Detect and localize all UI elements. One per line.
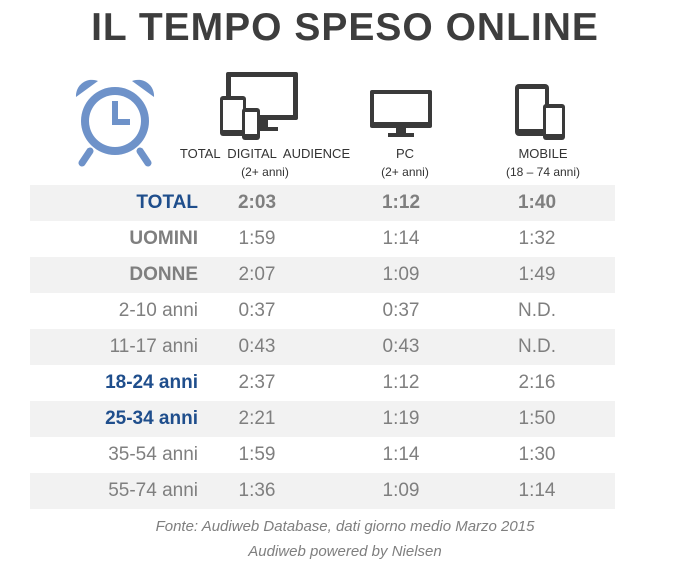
column-header-label: MOBILE [518, 146, 568, 161]
table-row-uomini: UOMINI 1:59 1:14 1:32 [30, 221, 615, 257]
row-label: 55-74 anni [108, 480, 198, 501]
cell-pc: 1:09 [382, 264, 420, 285]
table-row-55-74: 55-74 anni 1:36 1:09 1:14 [30, 473, 615, 509]
row-label: DONNE [129, 264, 198, 285]
cell-total-digital: 2:03 [237, 192, 277, 213]
source-note: Fonte: Audiweb Database, dati giorno med… [155, 518, 535, 535]
cell-mobile: 1:49 [518, 264, 556, 285]
page-title: IL TEMPO SPESO ONLINE [91, 6, 599, 49]
row-label: 18-24 anni [105, 372, 198, 393]
cell-mobile: 2:16 [518, 372, 556, 393]
cell-total-digital: 1:59 [238, 228, 276, 249]
cell-total-digital: 2:37 [238, 372, 276, 393]
cell-total-digital: 2:07 [238, 264, 276, 285]
row-label: 11-17 anni [109, 336, 198, 357]
column-header-sub: (2+ anni) [381, 165, 429, 179]
alarm-clock-icon [75, 79, 155, 167]
row-label: 2-10 anni [118, 300, 198, 321]
row-label: TOTAL [136, 192, 198, 213]
row-label: 35-54 anni [108, 444, 198, 465]
column-header-sub: (18 – 74 anni) [505, 165, 581, 179]
column-header-mobile: MOBILE (18 – 74 anni) [488, 145, 598, 181]
tablet-phone-icon [515, 84, 565, 140]
column-header-label: TOTAL DIGITAL AUDIENCE [179, 146, 351, 161]
column-header-pc: PC (2+ anni) [355, 145, 455, 181]
column-header-total-digital: TOTAL DIGITAL AUDIENCE (2+ anni) [170, 145, 360, 181]
cell-mobile: 1:30 [518, 444, 556, 465]
cell-pc: 1:14 [382, 228, 420, 249]
column-header-label: PC [395, 146, 415, 161]
table-row-donne: DONNE 2:07 1:09 1:49 [30, 257, 615, 293]
cell-mobile: N.D. [518, 300, 556, 321]
row-label: UOMINI [129, 228, 198, 249]
table-row-25-34: 25-34 anni 2:21 1:19 1:50 [30, 401, 615, 437]
column-header-sub: (2+ anni) [241, 165, 289, 179]
multi-device-icon [220, 72, 298, 140]
cell-pc: 0:37 [382, 300, 420, 321]
cell-pc: 1:14 [382, 444, 420, 465]
table-row-11-17: 11-17 anni 0:43 0:43 N.D. [30, 329, 615, 365]
cell-mobile: 1:32 [518, 228, 556, 249]
cell-total-digital: 2:21 [238, 408, 276, 429]
cell-pc: 1:12 [382, 372, 420, 393]
cell-total-digital: 1:59 [238, 444, 276, 465]
cell-mobile: 1:40 [517, 192, 557, 213]
table-row-total: TOTAL 2:03 1:12 1:40 [30, 185, 615, 221]
cell-pc: 1:19 [382, 408, 420, 429]
time-spent-table: TOTAL 2:03 1:12 1:40 UOMINI 1:59 1:14 1:… [30, 185, 615, 509]
monitor-icon [370, 90, 432, 137]
table-row-35-54: 35-54 anni 1:59 1:14 1:30 [30, 437, 615, 473]
cell-pc: 0:43 [382, 336, 420, 357]
cell-total-digital: 1:36 [238, 480, 276, 501]
cell-total-digital: 0:43 [238, 336, 276, 357]
cell-pc: 1:12 [381, 192, 421, 213]
cell-total-digital: 0:37 [238, 300, 276, 321]
cell-pc: 1:09 [382, 480, 420, 501]
table-row-18-24: 18-24 anni 2:37 1:12 2:16 [30, 365, 615, 401]
cell-mobile: 1:14 [518, 480, 556, 501]
source-credit: Audiweb powered by Nielsen [248, 543, 442, 560]
cell-mobile: 1:50 [518, 408, 556, 429]
cell-mobile: N.D. [518, 336, 556, 357]
row-label: 25-34 anni [105, 408, 198, 429]
table-row-2-10: 2-10 anni 0:37 0:37 N.D. [30, 293, 615, 329]
